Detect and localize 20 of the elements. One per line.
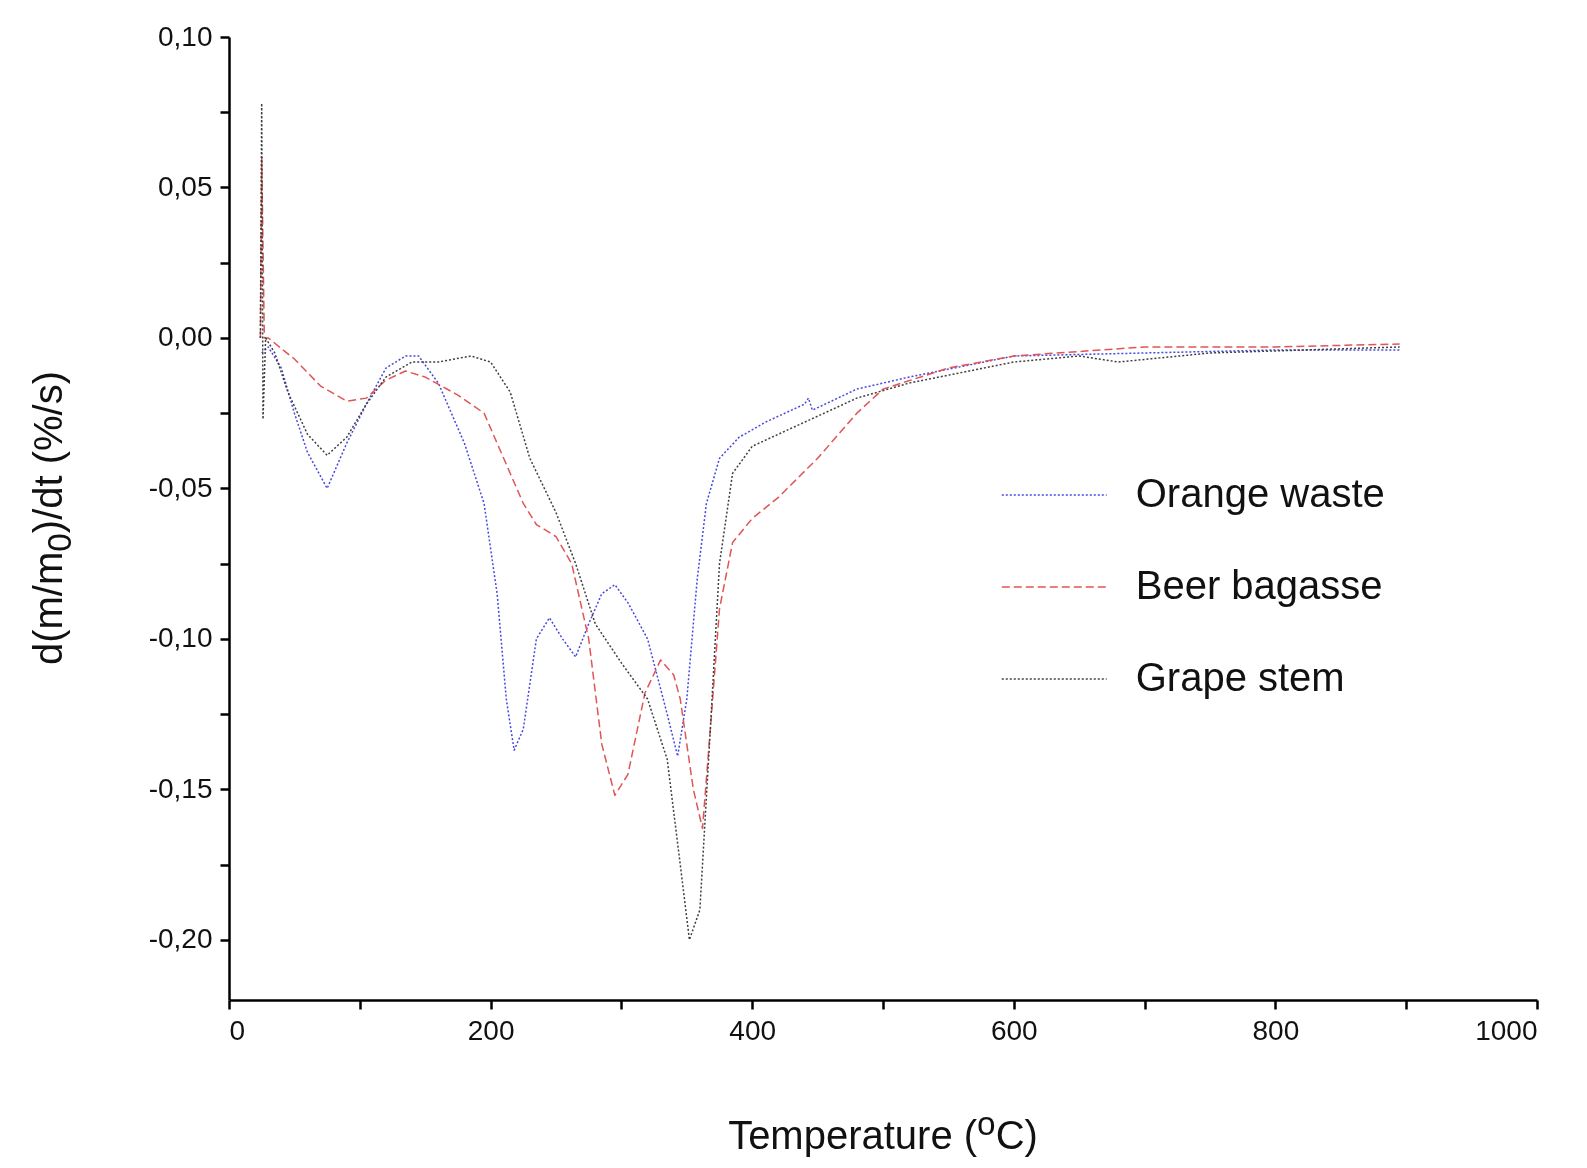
line-series [259, 102, 1401, 941]
x-tick-label: 200 [467, 1014, 515, 1046]
legend-label: Grape stem [1135, 654, 1345, 699]
y-tick-label: -0,10 [148, 622, 213, 654]
y-tick-label: -0,15 [148, 772, 213, 804]
line-series [259, 156, 1401, 830]
legend-label: Beer bagasse [1135, 562, 1383, 607]
y-tick-label: 0,00 [158, 321, 213, 353]
legend-label: Orange waste [1135, 470, 1385, 515]
x-tick-label: 0 [229, 1014, 246, 1046]
y-tick-label: -0,05 [148, 471, 213, 503]
x-tick-label: 800 [1252, 1014, 1300, 1046]
x-tick-label: 1000 [1475, 1014, 1538, 1046]
y-tick-label: 0,05 [158, 170, 213, 202]
y-tick-label: 0,10 [158, 20, 213, 52]
x-tick-label: 400 [729, 1014, 777, 1046]
x-axis-title: Temperature ($^{o}$C) [728, 1105, 1038, 1159]
line-series [260, 346, 1401, 757]
x-tick-label: 600 [990, 1014, 1038, 1046]
y-tick-label: -0,20 [148, 923, 213, 955]
